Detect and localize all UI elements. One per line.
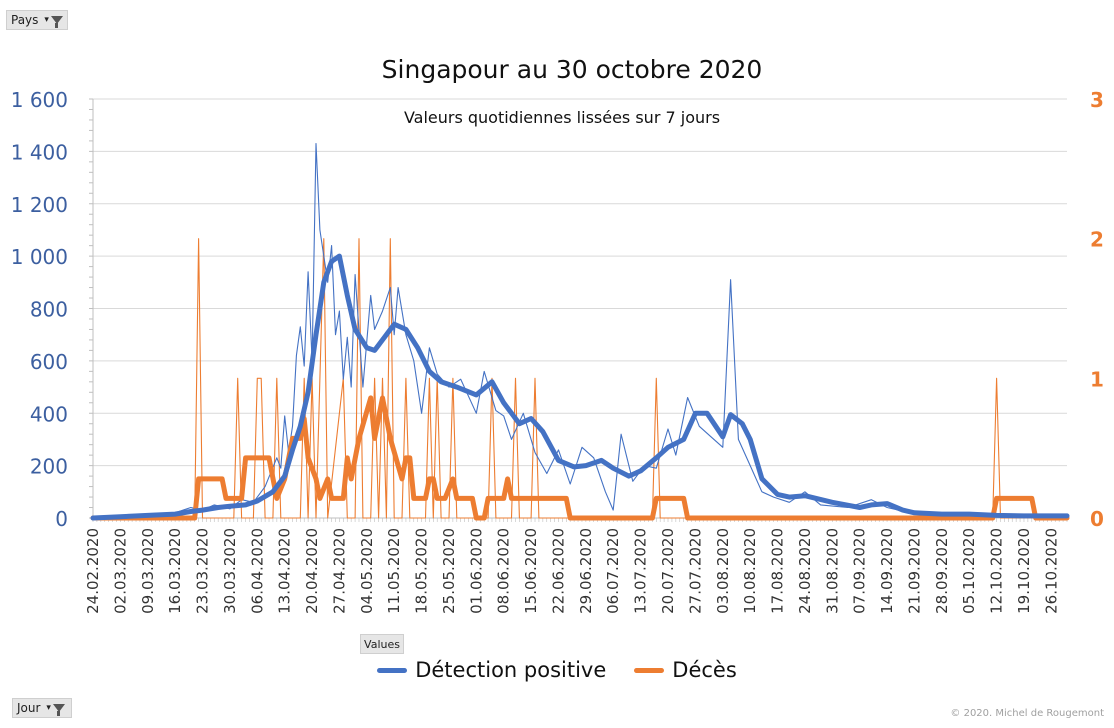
x-tick-label: 21.09.2020 [905, 528, 923, 614]
chart-legend: Détection positive Décès [0, 658, 1114, 682]
series-line-positive-daily [92, 142, 1068, 519]
values-field-label: Values [364, 637, 400, 651]
values-field-button[interactable]: Values [360, 634, 404, 654]
x-tick-label: 01.06.2020 [467, 528, 485, 614]
legend-label-positive: Détection positive [415, 658, 607, 682]
chart-subtitle: Valeurs quotidiennes lissées sur 7 jours [404, 108, 720, 127]
pays-filter-button[interactable]: Pays ▾ [6, 10, 68, 30]
x-tick-label: 12.10.2020 [988, 528, 1006, 614]
filter-funnel-icon [52, 704, 65, 716]
jour-filter-label: Jour [17, 701, 41, 715]
x-tick-label: 26.10.2020 [1042, 528, 1060, 614]
x-tick-label: 20.04.2020 [303, 528, 321, 614]
x-tick-label: 18.05.2020 [413, 528, 431, 614]
x-tick-label: 04.05.2020 [358, 528, 376, 614]
x-tick-label: 08.06.2020 [495, 528, 513, 614]
x-tick-label: 06.07.2020 [604, 528, 622, 614]
y-left-tick-label: 1 000 [11, 245, 68, 269]
y-left-tick-label: 400 [30, 402, 68, 426]
x-tick-label: 11.05.2020 [385, 528, 403, 614]
x-tick-label: 27.04.2020 [330, 528, 348, 614]
x-tick-label: 15.06.2020 [522, 528, 540, 614]
legend-item-positive[interactable]: Détection positive [377, 658, 606, 682]
copyright-notice: © 2020. Michel de Rougemont [950, 708, 1104, 719]
dropdown-caret-icon: ▾ [44, 15, 49, 25]
y-left-tick-label: 1 600 [11, 88, 68, 112]
series-line-deces-daily [92, 238, 1068, 519]
y-left-tick-label: 1 400 [11, 140, 68, 164]
x-tick-label: 20.07.2020 [659, 528, 677, 614]
x-tick-label: 06.04.2020 [248, 528, 266, 614]
chart-title: Singapour au 30 octobre 2020 [382, 55, 763, 84]
x-tick-label: 24.08.2020 [796, 528, 814, 614]
series-line-positive-smoothed [90, 253, 1070, 521]
x-tick-label: 30.03.2020 [221, 528, 239, 614]
y-left-tick-label: 0 [55, 507, 68, 531]
y-right-tick-label: 2 [1090, 228, 1104, 252]
x-tick-label: 13.04.2020 [276, 528, 294, 614]
dropdown-caret-icon: ▾ [46, 703, 51, 713]
legend-swatch-positive [377, 667, 408, 673]
x-tick-label: 24.02.2020 [84, 528, 102, 614]
x-tick-label: 16.03.2020 [166, 528, 184, 614]
legend-swatch-deaths [634, 667, 665, 673]
x-tick-label: 25.05.2020 [440, 528, 458, 614]
x-tick-label: 29.06.2020 [577, 528, 595, 614]
x-tick-label: 27.07.2020 [686, 528, 704, 614]
y-left-tick-label: 1 200 [11, 193, 68, 217]
x-tick-label: 19.10.2020 [1015, 528, 1033, 614]
x-tick-label: 07.09.2020 [851, 528, 869, 614]
y-left-tick-label: 200 [30, 455, 68, 479]
x-tick-label: 13.07.2020 [632, 528, 650, 614]
jour-filter-button[interactable]: Jour ▾ [12, 698, 72, 718]
x-tick-label: 17.08.2020 [769, 528, 787, 614]
y-left-tick-label: 600 [30, 350, 68, 374]
y-right-tick-label: 1 [1090, 367, 1104, 391]
x-tick-label: 05.10.2020 [960, 528, 978, 614]
legend-item-deaths[interactable]: Décès [634, 658, 737, 682]
legend-label-deaths: Décès [672, 658, 737, 682]
x-tick-label: 14.09.2020 [878, 528, 896, 614]
axis-labels: 0 200 400 600 800 1 000 1 200 1 400 1 600 0 1 2 3 24.… [11, 88, 1104, 614]
x-tick-label: 10.08.2020 [741, 528, 759, 614]
x-tick-label: 23.03.2020 [194, 528, 212, 614]
series-layer [90, 142, 1070, 521]
y-right-tick-label: 0 [1090, 507, 1104, 531]
x-tick-label: 02.03.2020 [111, 528, 129, 614]
x-tick-label: 31.08.2020 [823, 528, 841, 614]
y-left-tick-label: 800 [30, 298, 68, 322]
filter-funnel-icon [50, 16, 63, 28]
x-tick-label: 03.08.2020 [714, 528, 732, 614]
x-tick-label: 22.06.2020 [549, 528, 567, 614]
x-tick-label: 09.03.2020 [139, 528, 157, 614]
pays-filter-label: Pays [11, 13, 39, 27]
y-right-tick-label: 3 [1090, 88, 1104, 112]
x-tick-label: 28.09.2020 [933, 528, 951, 614]
